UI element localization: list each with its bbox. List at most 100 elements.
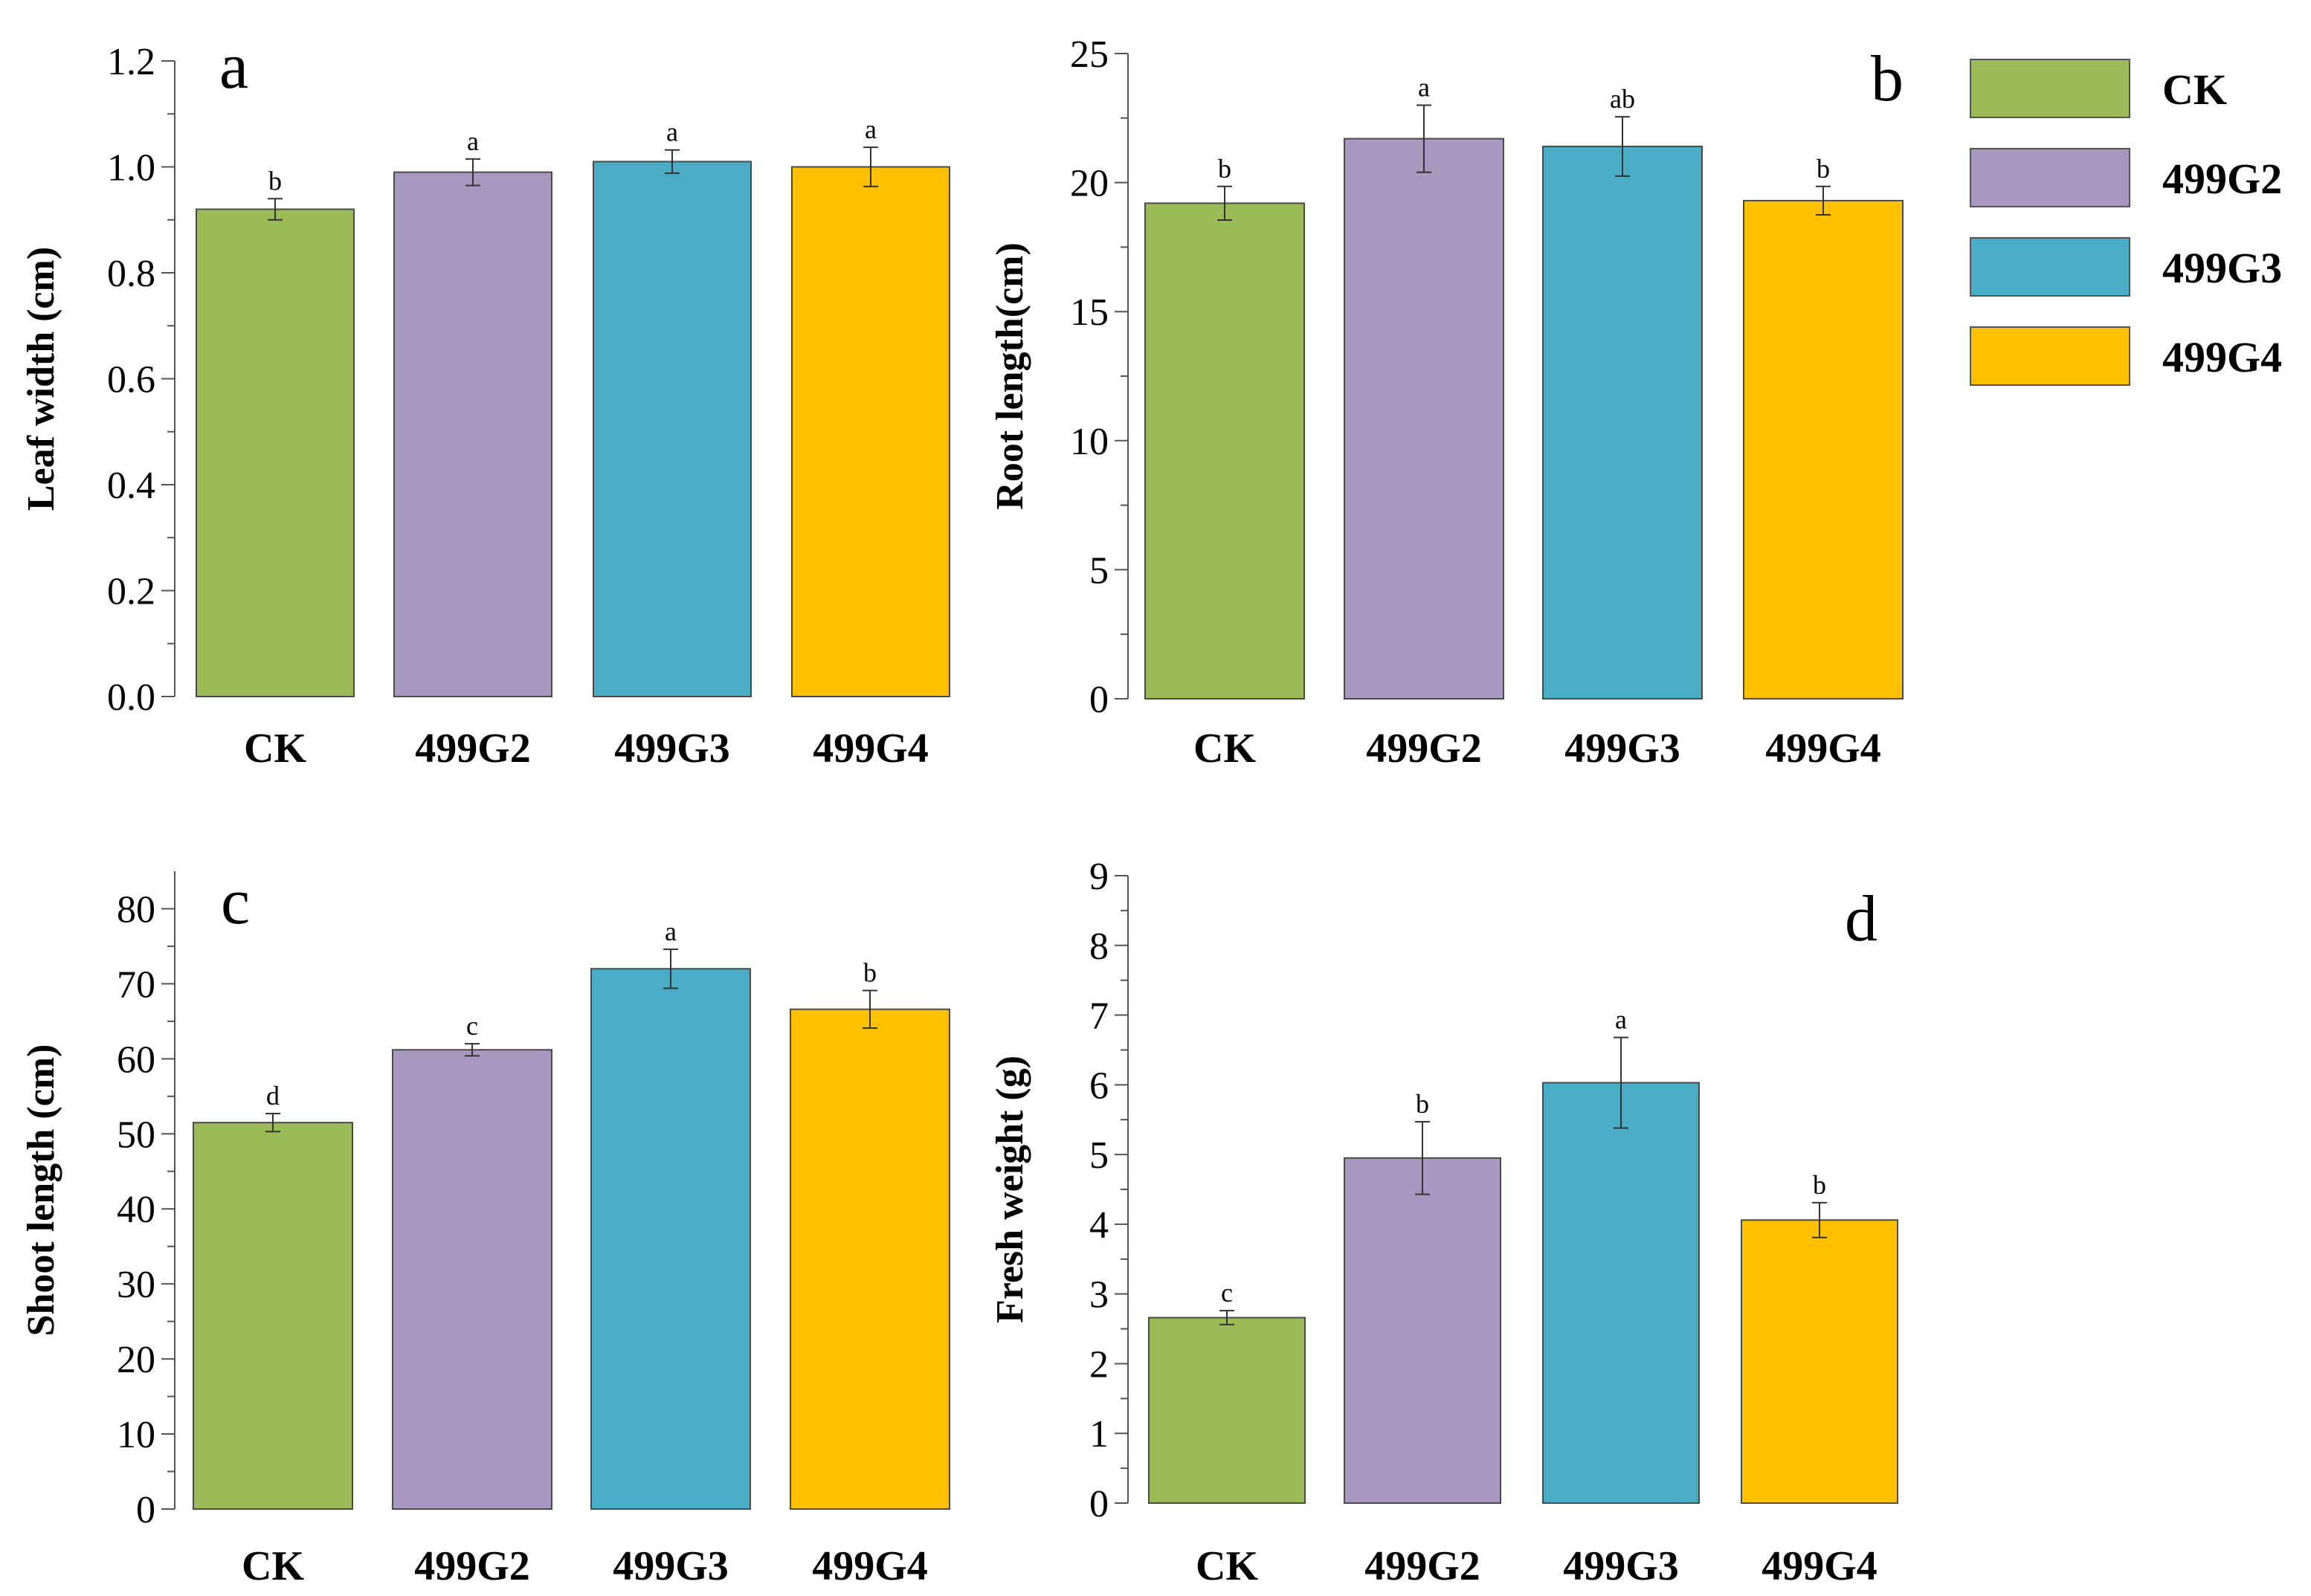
legend-label-499g3: 499G3 [2162, 244, 2282, 292]
x-tick-label-a-499g4: 499G4 [813, 726, 929, 772]
bar-d-ck [1148, 1316, 1306, 1505]
y-tick-label-d-0: 0 [1089, 1483, 1109, 1525]
significance-letter-d-ck: c [1221, 1278, 1233, 1308]
legend-label-ck: CK [2162, 65, 2227, 114]
error-bar-b-499g2 [1416, 104, 1431, 173]
y-tick-label-c-3: 30 [117, 1264, 155, 1306]
bar-b-499g3 [1542, 145, 1703, 700]
x-tick-label-a-499g2: 499G2 [415, 726, 531, 772]
error-bar-c-499g2 [465, 1043, 480, 1057]
y-tick-label-c-2: 20 [117, 1339, 155, 1381]
bar-a-499g2 [393, 171, 552, 697]
significance-letter-a-499g4: a [865, 114, 877, 144]
bar-a-499g4 [791, 166, 950, 697]
significance-letter-a-ck: b [268, 166, 282, 196]
y-tick-label-c-7: 70 [117, 963, 155, 1006]
error-bar-a-499g2 [465, 158, 480, 187]
y-tick-label-a-2: 0.4 [107, 465, 155, 507]
bar-d-499g2 [1344, 1157, 1501, 1505]
x-tick-label-d-499g2: 499G2 [1364, 1543, 1480, 1589]
significance-letter-a-499g2: a [467, 126, 479, 156]
error-bar-c-499g3 [663, 948, 678, 989]
significance-letter-d-499g2: b [1416, 1089, 1429, 1119]
significance-letter-b-499g2: a [1418, 72, 1430, 102]
legend-swatch-499g2 [1970, 148, 2130, 207]
error-bar-d-499g2 [1415, 1121, 1430, 1195]
legend-label-499g4: 499G4 [2162, 333, 2282, 381]
bar-b-ck [1144, 202, 1305, 700]
panel-b: 0 5 10 15 20 25 Root length(cm) b b CK a 499G2 ab 499… [989, 33, 1904, 772]
y-tick-label-a-3: 0.6 [107, 359, 155, 401]
bar-c-499g4 [790, 1008, 950, 1511]
error-bar-d-ck [1219, 1310, 1234, 1325]
bar-a-499g3 [593, 161, 752, 697]
legend-item-ck: CK [1970, 59, 2227, 118]
legend-swatch-499g3 [1970, 237, 2130, 297]
bar-b-499g4 [1743, 199, 1904, 700]
y-tick-label-c-0: 0 [136, 1489, 155, 1531]
error-bar-b-499g3 [1615, 116, 1630, 177]
legend-swatch-ck [1970, 59, 2130, 118]
significance-letter-b-499g3: ab [1610, 84, 1635, 114]
x-tick-label-a-ck: CK [244, 726, 306, 772]
y-tick-label-b-3: 15 [1070, 291, 1109, 334]
significance-letter-c-ck: d [266, 1081, 280, 1111]
y-axis-title-c: Shoot length (cm) [20, 1044, 62, 1337]
y-tick-label-d-3: 3 [1089, 1274, 1109, 1316]
x-tick-label-c-499g2: 499G2 [414, 1543, 530, 1589]
significance-letter-b-ck: b [1218, 154, 1231, 184]
error-bar-a-499g3 [665, 149, 680, 175]
error-bar-a-ck [268, 198, 283, 221]
y-axis-title-d: Fresh weight (g) [989, 1056, 1031, 1323]
legend-item-499g4: 499G4 [1970, 326, 2282, 386]
y-tick-label-d-4: 4 [1089, 1204, 1109, 1247]
panel-letter-d: d [1845, 883, 1878, 955]
y-tick-label-b-2: 10 [1070, 421, 1109, 463]
x-tick-label-b-499g3: 499G3 [1564, 726, 1680, 772]
y-axis-title-b: Root length(cm) [989, 242, 1031, 510]
significance-letter-b-499g4: b [1817, 154, 1830, 184]
x-tick-label-b-499g4: 499G4 [1765, 726, 1881, 772]
legend: CK 499G2 499G3 499G4 [1970, 59, 2282, 386]
significance-letter-c-499g4: b [863, 957, 877, 987]
error-bar-b-499g4 [1816, 185, 1831, 216]
y-tick-label-a-0: 0.0 [107, 676, 155, 719]
y-tick-label-d-8: 8 [1089, 925, 1109, 968]
error-bar-d-499g3 [1614, 1036, 1628, 1129]
x-tick-label-b-499g2: 499G2 [1366, 726, 1482, 772]
panel-d: 0 1 2 3 4 5 6 7 8 9 Fresh weight (g) d c CK b 499G2 a 499… [989, 856, 1898, 1589]
legend-label-499g2: 499G2 [2162, 155, 2282, 203]
y-tick-label-d-5: 5 [1089, 1134, 1109, 1177]
y-tick-label-d-9: 9 [1089, 856, 1109, 898]
y-tick-label-c-4: 40 [117, 1189, 155, 1231]
bar-c-499g2 [392, 1049, 552, 1510]
bar-d-499g4 [1741, 1219, 1898, 1504]
x-tick-label-c-499g4: 499G4 [812, 1543, 928, 1589]
y-tick-label-c-1: 10 [117, 1414, 155, 1456]
significance-letter-d-499g4: b [1813, 1170, 1826, 1200]
panel-a: 0.0 0.2 0.4 0.6 0.8 1.0 1.2 Leaf width (cm) a b CK… [20, 30, 950, 772]
legend-item-499g3: 499G3 [1970, 237, 2282, 297]
panel-letter-c: c [221, 866, 250, 938]
y-tick-label-b-0: 0 [1089, 679, 1109, 721]
x-tick-label-c-ck: CK [242, 1543, 304, 1589]
bar-c-ck [193, 1122, 353, 1510]
x-tick-label-b-ck: CK [1193, 726, 1256, 772]
significance-letter-a-499g3: a [666, 117, 678, 147]
y-tick-label-d-1: 1 [1089, 1413, 1109, 1456]
significance-letter-d-499g3: a [1615, 1005, 1627, 1035]
y-tick-label-b-4: 20 [1070, 163, 1109, 205]
y-tick-label-a-5: 1.0 [107, 147, 155, 190]
y-tick-label-c-6: 60 [117, 1038, 155, 1081]
bar-a-ck [196, 208, 355, 697]
panel-letter-a: a [219, 30, 248, 103]
panel-letter-b: b [1871, 43, 1904, 115]
error-bar-a-499g4 [863, 146, 878, 187]
y-tick-label-c-5: 50 [117, 1114, 155, 1156]
legend-item-499g2: 499G2 [1970, 148, 2282, 207]
y-tick-label-d-6: 6 [1089, 1064, 1109, 1107]
y-tick-label-a-1: 0.2 [107, 571, 155, 613]
legend-swatch-499g4 [1970, 326, 2130, 386]
x-tick-label-d-499g3: 499G3 [1563, 1543, 1679, 1589]
